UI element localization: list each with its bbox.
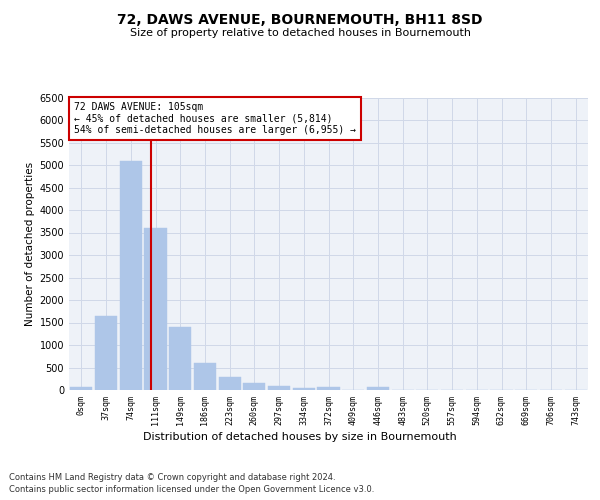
- Bar: [119, 161, 142, 390]
- Bar: [367, 387, 389, 390]
- Bar: [218, 376, 241, 390]
- Bar: [95, 316, 117, 390]
- Bar: [268, 386, 290, 390]
- Bar: [293, 388, 315, 390]
- Bar: [317, 387, 340, 390]
- Bar: [243, 383, 265, 390]
- Text: Size of property relative to detached houses in Bournemouth: Size of property relative to detached ho…: [130, 28, 470, 38]
- Bar: [145, 228, 167, 390]
- Text: 72 DAWS AVENUE: 105sqm
← 45% of detached houses are smaller (5,814)
54% of semi-: 72 DAWS AVENUE: 105sqm ← 45% of detached…: [74, 102, 356, 135]
- Text: Contains HM Land Registry data © Crown copyright and database right 2024.: Contains HM Land Registry data © Crown c…: [9, 472, 335, 482]
- Bar: [169, 327, 191, 390]
- Text: Contains public sector information licensed under the Open Government Licence v3: Contains public sector information licen…: [9, 485, 374, 494]
- Text: Distribution of detached houses by size in Bournemouth: Distribution of detached houses by size …: [143, 432, 457, 442]
- Bar: [194, 362, 216, 390]
- Bar: [70, 387, 92, 390]
- Y-axis label: Number of detached properties: Number of detached properties: [25, 162, 35, 326]
- Text: 72, DAWS AVENUE, BOURNEMOUTH, BH11 8SD: 72, DAWS AVENUE, BOURNEMOUTH, BH11 8SD: [117, 12, 483, 26]
